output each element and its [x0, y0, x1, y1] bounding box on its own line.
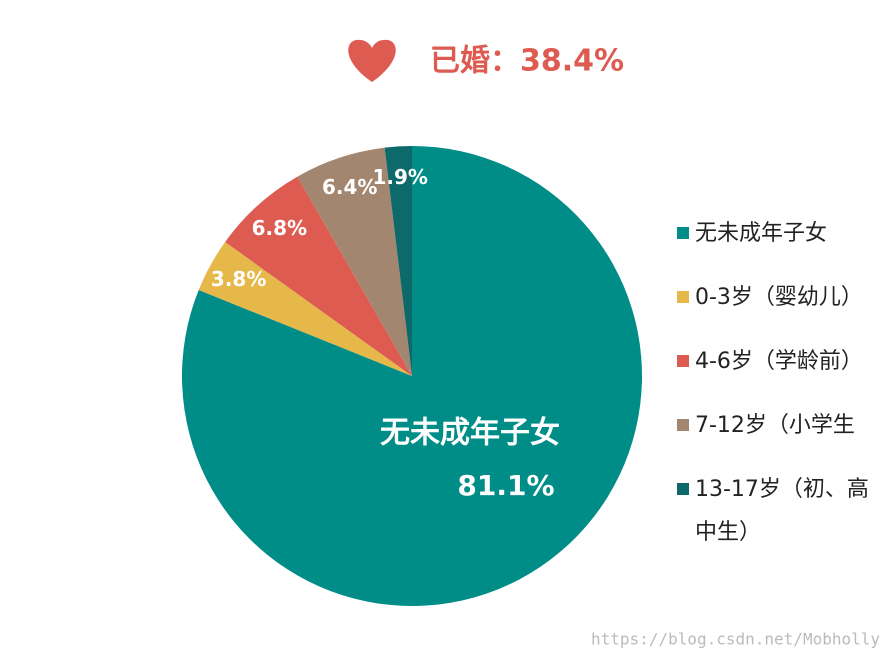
pie-slice	[297, 147, 412, 376]
pie-slice	[225, 176, 412, 376]
data-label: 6.4%	[322, 175, 377, 199]
pie-slice	[198, 241, 412, 376]
legend-label: 13-17岁（初、高中生）	[695, 477, 869, 545]
legend-item: 无未成年子女	[677, 212, 877, 255]
slice-category-label: 无未成年子女	[380, 416, 560, 451]
legend-swatch	[677, 419, 689, 431]
data-label: 1.9%	[372, 165, 427, 189]
legend-swatch	[677, 483, 689, 495]
watermark: https://blog.csdn.net/Mobholly	[591, 630, 880, 649]
legend-swatch	[677, 291, 689, 303]
data-label: 3.8%	[211, 267, 266, 291]
legend-label: 无未成年子女	[695, 221, 828, 246]
legend-swatch	[677, 355, 689, 367]
legend-item: 13-17岁（初、高中生）	[677, 468, 877, 554]
legend-item: 0-3岁（婴幼儿）	[677, 276, 877, 319]
legend-label: 0-3岁（婴幼儿）	[695, 285, 863, 310]
pie-slice	[384, 146, 412, 376]
legend-swatch	[677, 227, 689, 239]
legend-item: 7-12岁（小学生	[677, 404, 877, 447]
chart-title: 已婚：38.4%	[430, 44, 624, 79]
legend-label: 7-12岁（小学生	[695, 413, 855, 438]
data-label: 6.8%	[252, 216, 307, 240]
legend-item: 4-6岁（学龄前）	[677, 340, 877, 383]
legend-label: 4-6岁（学龄前）	[695, 349, 863, 374]
heart-icon	[348, 39, 396, 82]
data-label: 81.1%	[457, 469, 554, 502]
